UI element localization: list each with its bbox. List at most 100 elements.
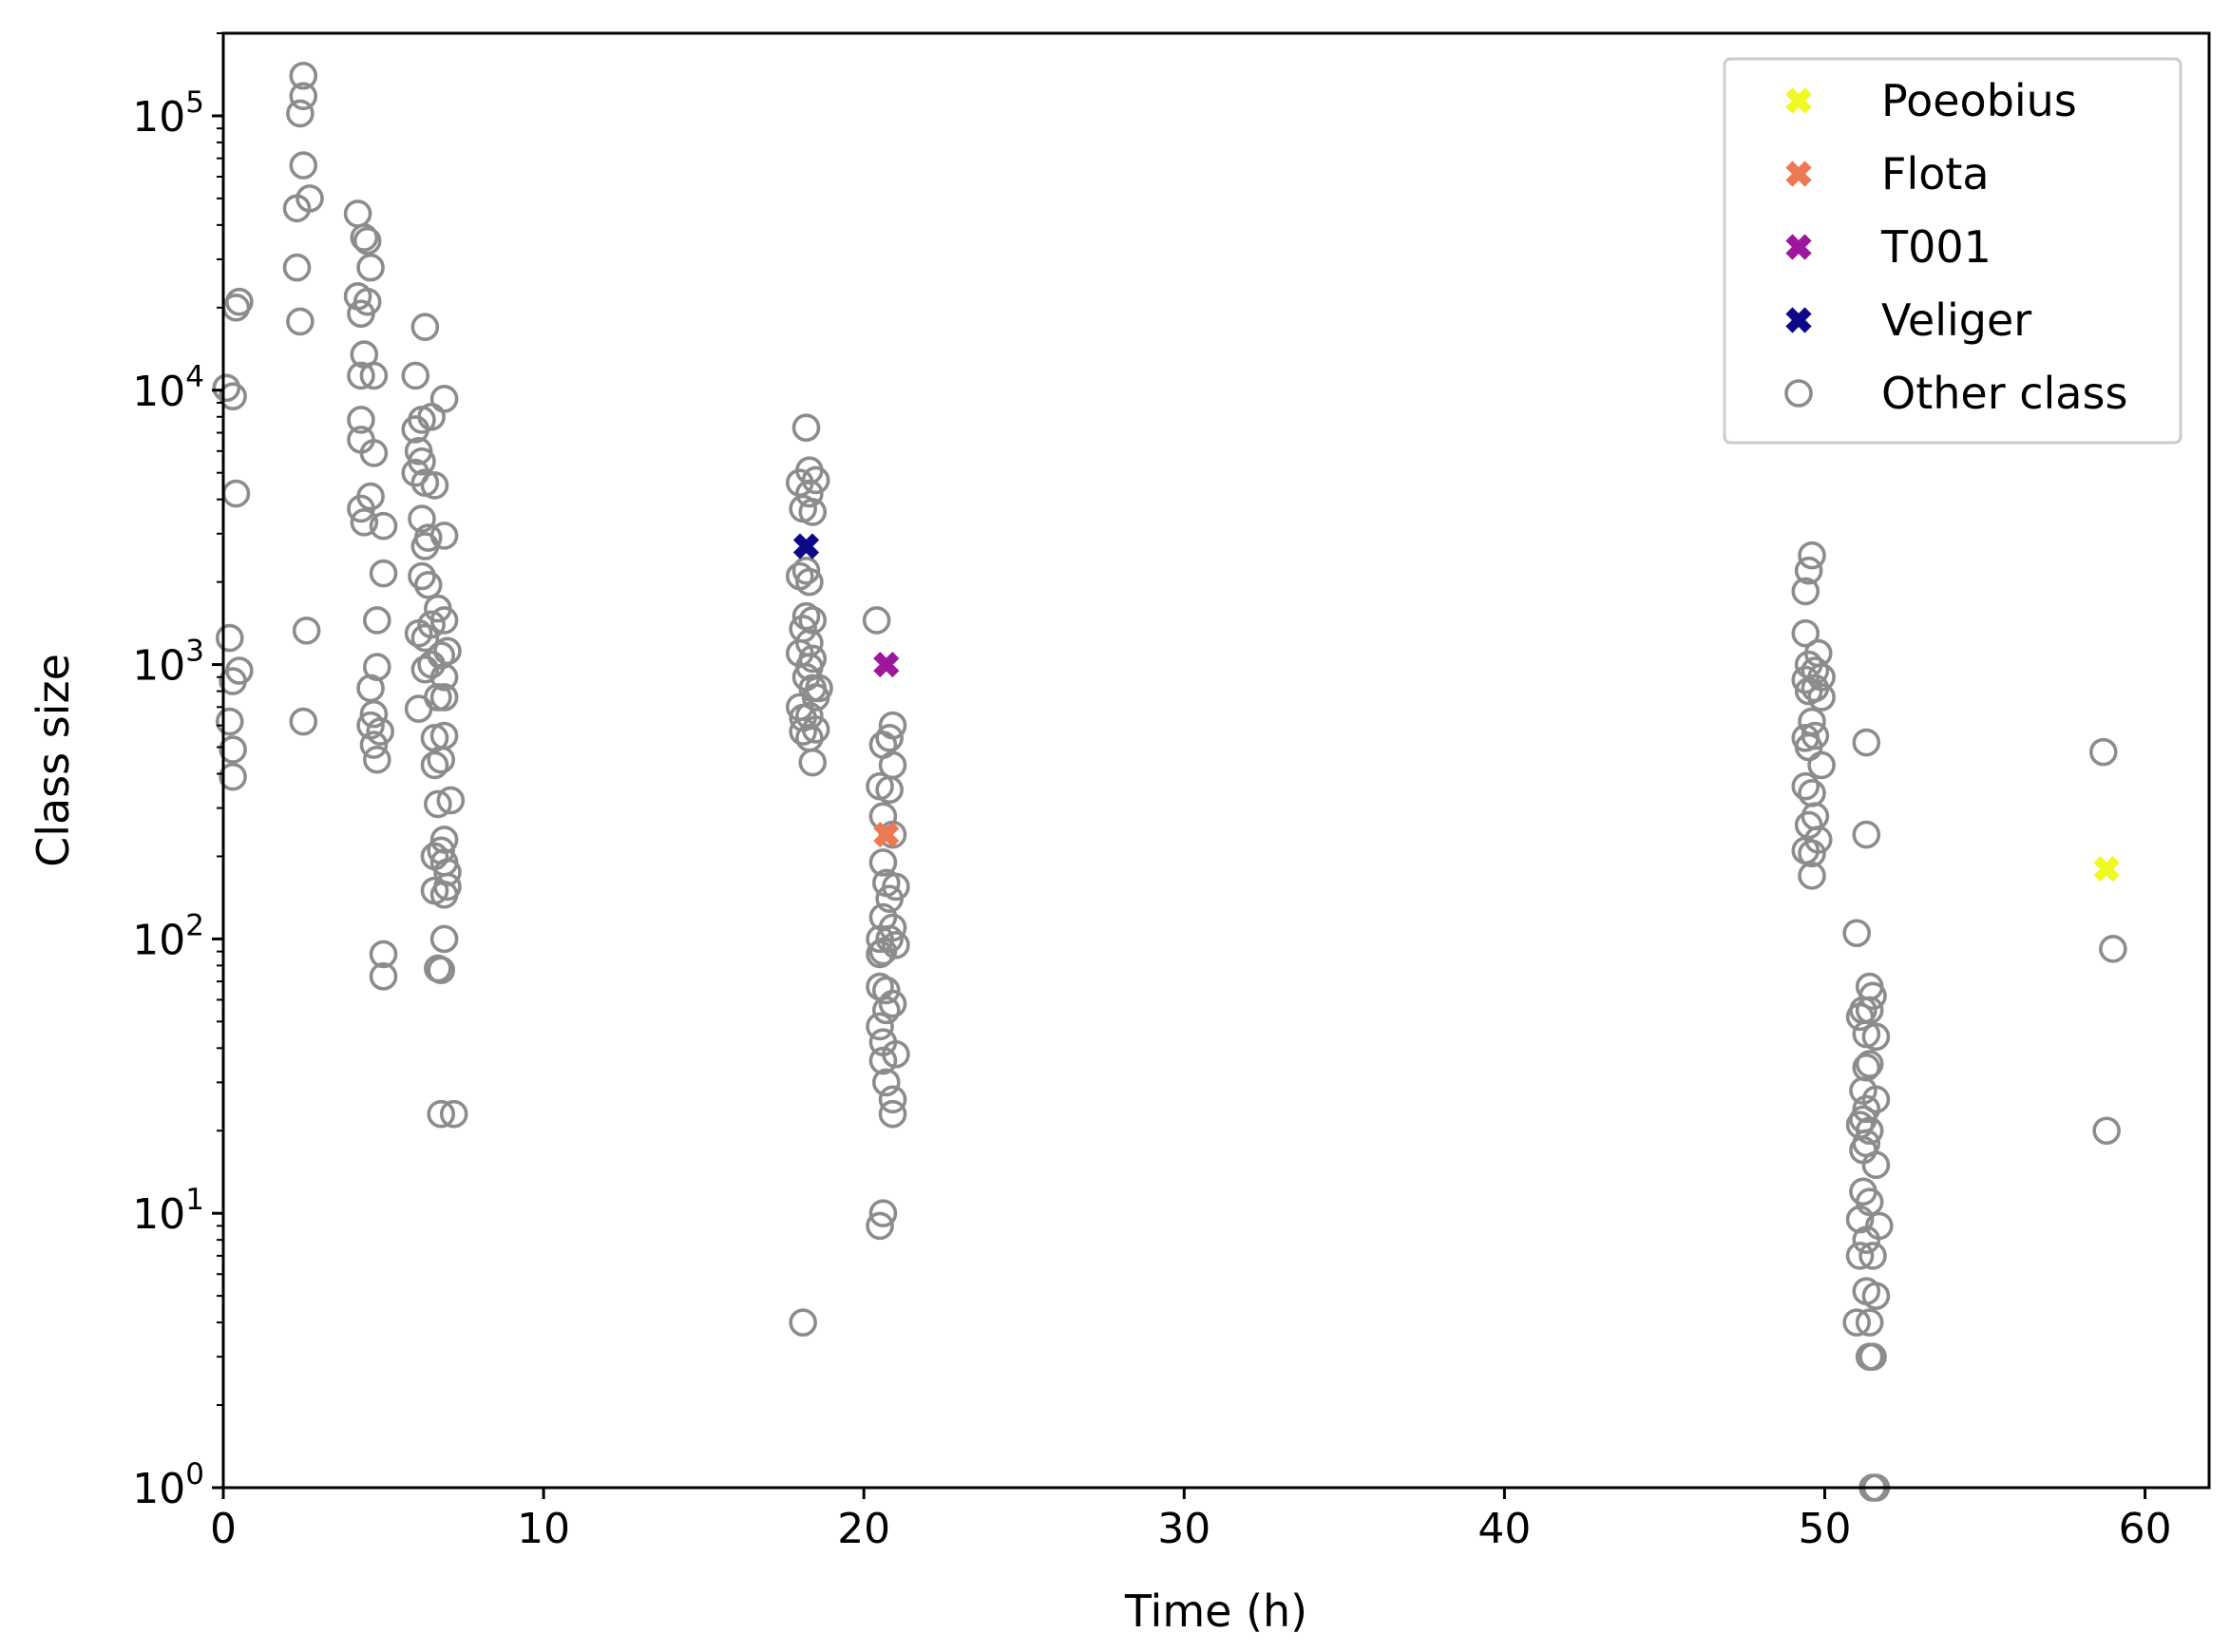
legend-label: Other class: [1881, 368, 2127, 419]
data-point-other-class: [1852, 728, 1881, 757]
data-point-other-class: [1791, 665, 1820, 694]
data-point-other-class: [289, 707, 318, 736]
data-point-other-class: [225, 287, 254, 316]
legend-marker: [1785, 307, 1812, 333]
data-point-other-class: [795, 479, 824, 508]
data-point-other-class: [433, 872, 462, 902]
data-point-other-class: [369, 940, 398, 969]
data-point-other-class: [413, 570, 443, 599]
data-point-other-class: [795, 567, 824, 597]
data-point-other-class: [878, 1085, 907, 1114]
data-point-flota: [873, 822, 900, 848]
x-tick-label: 30: [1157, 1505, 1210, 1553]
plot-frame: [221, 31, 2211, 1490]
y-tick-label: 100: [132, 1457, 204, 1513]
data-point-poeobius: [2093, 856, 2120, 883]
y-tick-label: 105: [132, 85, 204, 142]
x-tick-label: 50: [1798, 1505, 1851, 1553]
legend-label: Veliger: [1881, 294, 2031, 346]
data-point-other-class: [429, 826, 459, 854]
data-point-other-class: [1798, 862, 1826, 890]
data-point-other-class: [215, 707, 244, 736]
data-point-other-class: [427, 641, 456, 670]
data-point-other-class: [1798, 541, 1826, 570]
data-point-other-class: [798, 498, 828, 526]
data-point-other-class: [801, 683, 830, 712]
data-point-other-class: [1794, 556, 1823, 585]
data-point-other-class: [219, 382, 247, 410]
legend-items: Poeobius Flota T001 Veliger Other class: [1784, 75, 2127, 419]
axis-ticks: 0 10 20 30 40 50 60 100 101 102 103 104 105: [132, 32, 2172, 1553]
data-point-other-class: [1861, 1022, 1891, 1052]
data-point-other-class: [1845, 1002, 1875, 1032]
data-point-other-class: [791, 601, 821, 631]
data-point-other-class: [1791, 618, 1820, 648]
data-point-other-class: [347, 299, 375, 329]
data-point-other-class: [347, 406, 375, 434]
data-point-other-class: [1861, 1085, 1891, 1114]
data-point-other-class: [878, 989, 907, 1018]
data-point-other-class: [363, 745, 391, 774]
data-point-other-class: [359, 439, 389, 467]
data-point-other-class: [871, 1068, 901, 1097]
data-point-other-class: [1855, 1050, 1884, 1078]
data-point-other-class: [347, 361, 375, 390]
data-point-other-class: [875, 884, 904, 913]
legend-marker: [1785, 161, 1812, 187]
data-point-other-class: [1842, 1308, 1871, 1337]
data-point-other-class: [289, 82, 318, 110]
data-point-other-class: [1807, 683, 1836, 712]
data-point-other-class: [436, 786, 466, 815]
y-tick-label: 103: [132, 635, 204, 691]
data-point-other-class: [2088, 737, 2118, 767]
data-point-other-class: [868, 1046, 898, 1075]
data-point-other-class: [359, 699, 389, 729]
data-point-other-class: [363, 606, 391, 635]
data-point-other-class: [369, 511, 398, 541]
data-point-other-class: [282, 253, 312, 282]
data-point-other-class: [356, 482, 385, 511]
data-point-other-class: [1852, 820, 1881, 849]
data-point-other-class: [882, 1039, 910, 1069]
data-point-other-class: [1852, 1225, 1881, 1254]
y-tick-label: 102: [132, 908, 204, 964]
x-tick-label: 10: [517, 1505, 570, 1553]
x-tick-label: 0: [210, 1505, 237, 1553]
data-point-other-class: [1861, 1282, 1891, 1310]
data-point-other-class: [424, 789, 452, 819]
data-point-other-class: [1858, 1342, 1887, 1372]
data-point-other-class: [871, 996, 901, 1025]
data-point-other-class: [369, 962, 398, 991]
data-point-other-class: [219, 667, 247, 695]
legend-marker: [1785, 87, 1812, 114]
data-point-other-class: [215, 623, 244, 653]
data-points: [212, 61, 2127, 1502]
data-point-other-class: [350, 508, 379, 537]
legend-label: Flota: [1881, 148, 1990, 199]
data-point-other-class: [429, 662, 459, 692]
y-tick-label: 104: [132, 360, 204, 416]
data-point-other-class: [356, 253, 385, 282]
data-point-other-class: [791, 556, 821, 585]
y-axis-title: Class size: [28, 654, 79, 867]
data-point-other-class: [353, 226, 382, 256]
x-axis-title: Time (h): [1124, 1586, 1307, 1637]
data-point-other-class: [1861, 1150, 1891, 1180]
data-point-other-class: [798, 748, 828, 777]
legend-box: [1723, 57, 2182, 445]
data-point-other-class: [212, 373, 241, 403]
data-point-other-class: [789, 1308, 817, 1337]
data-point-other-class: [789, 717, 817, 746]
data-point-other-class: [286, 99, 314, 128]
data-point-other-class: [1858, 981, 1887, 1011]
x-tick-label: 40: [1477, 1505, 1531, 1553]
data-point-other-class: [410, 623, 440, 653]
data-point-other-class: [427, 1099, 456, 1129]
data-point-other-class: [401, 361, 430, 390]
data-point-other-class: [420, 471, 449, 500]
data-point-other-class: [862, 606, 891, 635]
data-point-other-class: [868, 937, 898, 966]
data-point-other-class: [1858, 1242, 1887, 1270]
data-point-other-class: [439, 1099, 468, 1129]
